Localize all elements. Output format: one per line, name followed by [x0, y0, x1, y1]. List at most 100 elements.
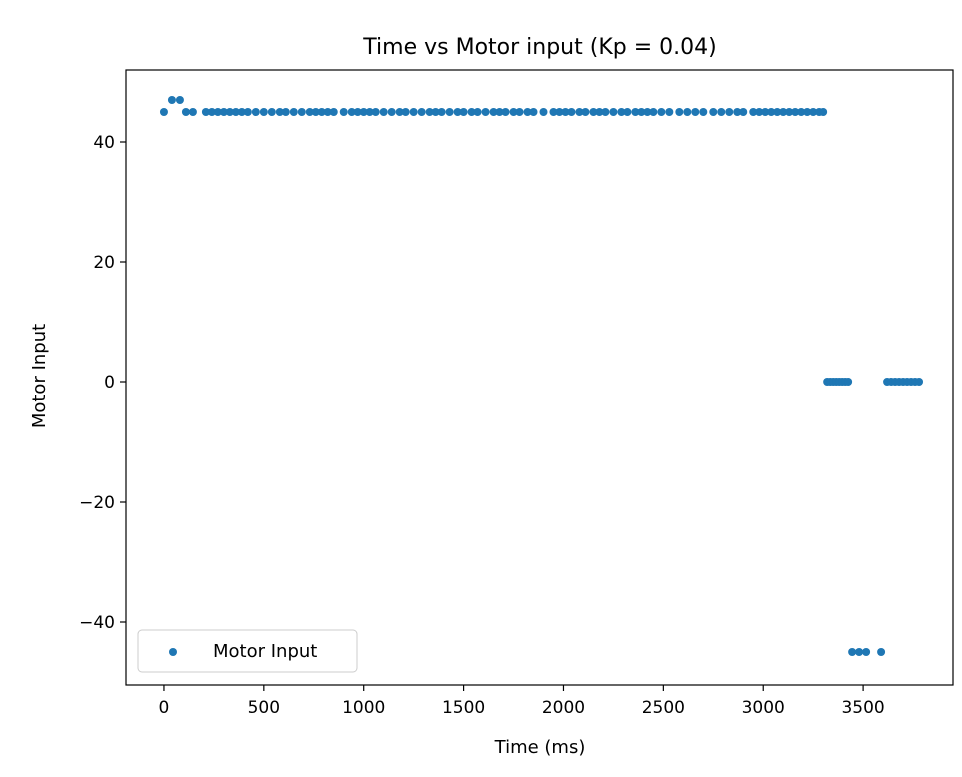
data-point: [779, 108, 788, 116]
y-tick-label: 40: [93, 133, 115, 153]
plot-frame: [125, 69, 954, 686]
data-point: [417, 108, 426, 116]
data-point: [844, 378, 853, 386]
chart-title: Time vs Motor input (Kp = 0.04): [362, 35, 716, 60]
data-point: [699, 108, 708, 116]
data-point: [709, 108, 718, 116]
data-point: [657, 108, 666, 116]
data-point: [855, 648, 864, 656]
data-point: [649, 108, 658, 116]
y-axis-ticks: −40 −20 0 20 40: [79, 133, 126, 633]
data-point: [259, 108, 268, 116]
x-axis-label: Time (ms): [494, 737, 586, 758]
data-point: [317, 108, 326, 116]
data-point: [347, 108, 356, 116]
data-point: [609, 108, 618, 116]
data-point: [877, 648, 886, 656]
data-point: [523, 108, 532, 116]
data-point: [159, 108, 168, 116]
data-point: [409, 108, 418, 116]
data-point: [167, 96, 176, 104]
legend-marker: [169, 648, 177, 656]
data-point: [785, 108, 794, 116]
data-point: [915, 378, 924, 386]
data-point: [467, 108, 476, 116]
data-point: [803, 108, 812, 116]
legend-box: [137, 629, 358, 673]
data-point: [791, 108, 800, 116]
data-point: [555, 108, 564, 116]
y-axis-label: Motor Input: [29, 324, 50, 428]
x-tick-label: 500: [248, 698, 280, 718]
data-point: [453, 108, 462, 116]
data-point: [773, 108, 782, 116]
data-point: [848, 648, 857, 656]
data-point: [219, 108, 228, 116]
data-point: [675, 108, 684, 116]
data-point: [213, 108, 222, 116]
legend-label: Motor Input: [213, 641, 317, 662]
data-point: [501, 108, 510, 116]
data-point: [665, 108, 674, 116]
data-point: [359, 108, 368, 116]
data-point: [589, 108, 598, 116]
data-point: [509, 108, 518, 116]
data-point: [243, 108, 252, 116]
data-point: [289, 108, 298, 116]
data-point: [323, 108, 332, 116]
data-point: [188, 108, 197, 116]
y-tick-label: −20: [79, 493, 115, 513]
data-point: [275, 108, 284, 116]
data-point: [733, 108, 742, 116]
data-point: [251, 108, 260, 116]
x-tick-label: 3500: [841, 698, 884, 718]
data-point: [237, 108, 246, 116]
data-point: [395, 108, 404, 116]
x-tick-label: 1500: [442, 698, 485, 718]
data-point: [539, 108, 548, 116]
data-point: [515, 108, 524, 116]
data-point: [473, 108, 482, 116]
data-point: [617, 108, 626, 116]
x-tick-label: 2000: [542, 698, 585, 718]
x-axis-ticks: 0 500 1000 1500 2000 2500 3000 3500: [159, 685, 885, 718]
data-point: [445, 108, 454, 116]
data-point: [431, 108, 440, 116]
data-point: [581, 108, 590, 116]
data-points-layer: [159, 96, 924, 656]
data-point: [495, 108, 504, 116]
data-point: [365, 108, 374, 116]
data-point: [201, 108, 210, 116]
data-point: [862, 648, 871, 656]
data-point: [761, 108, 770, 116]
data-point: [575, 108, 584, 116]
data-point: [595, 108, 604, 116]
data-point: [401, 108, 410, 116]
data-point: [755, 108, 764, 116]
data-point: [329, 108, 338, 116]
data-point: [819, 108, 828, 116]
data-point: [739, 108, 748, 116]
data-point: [489, 108, 498, 116]
data-point: [567, 108, 576, 116]
data-point: [529, 108, 538, 116]
x-tick-label: 2500: [642, 698, 685, 718]
data-point: [425, 108, 434, 116]
x-tick-label: 1000: [342, 698, 385, 718]
data-point: [767, 108, 776, 116]
data-point: [231, 108, 240, 116]
data-point: [809, 108, 818, 116]
data-point: [387, 108, 396, 116]
data-point: [311, 108, 320, 116]
y-tick-label: 20: [93, 253, 115, 273]
data-point: [181, 108, 190, 116]
data-point: [725, 108, 734, 116]
data-point: [267, 108, 276, 116]
data-point: [749, 108, 758, 116]
x-tick-label: 3000: [742, 698, 785, 718]
data-point: [797, 108, 806, 116]
data-point: [481, 108, 490, 116]
data-point: [549, 108, 558, 116]
x-tick-label: 0: [159, 698, 170, 718]
